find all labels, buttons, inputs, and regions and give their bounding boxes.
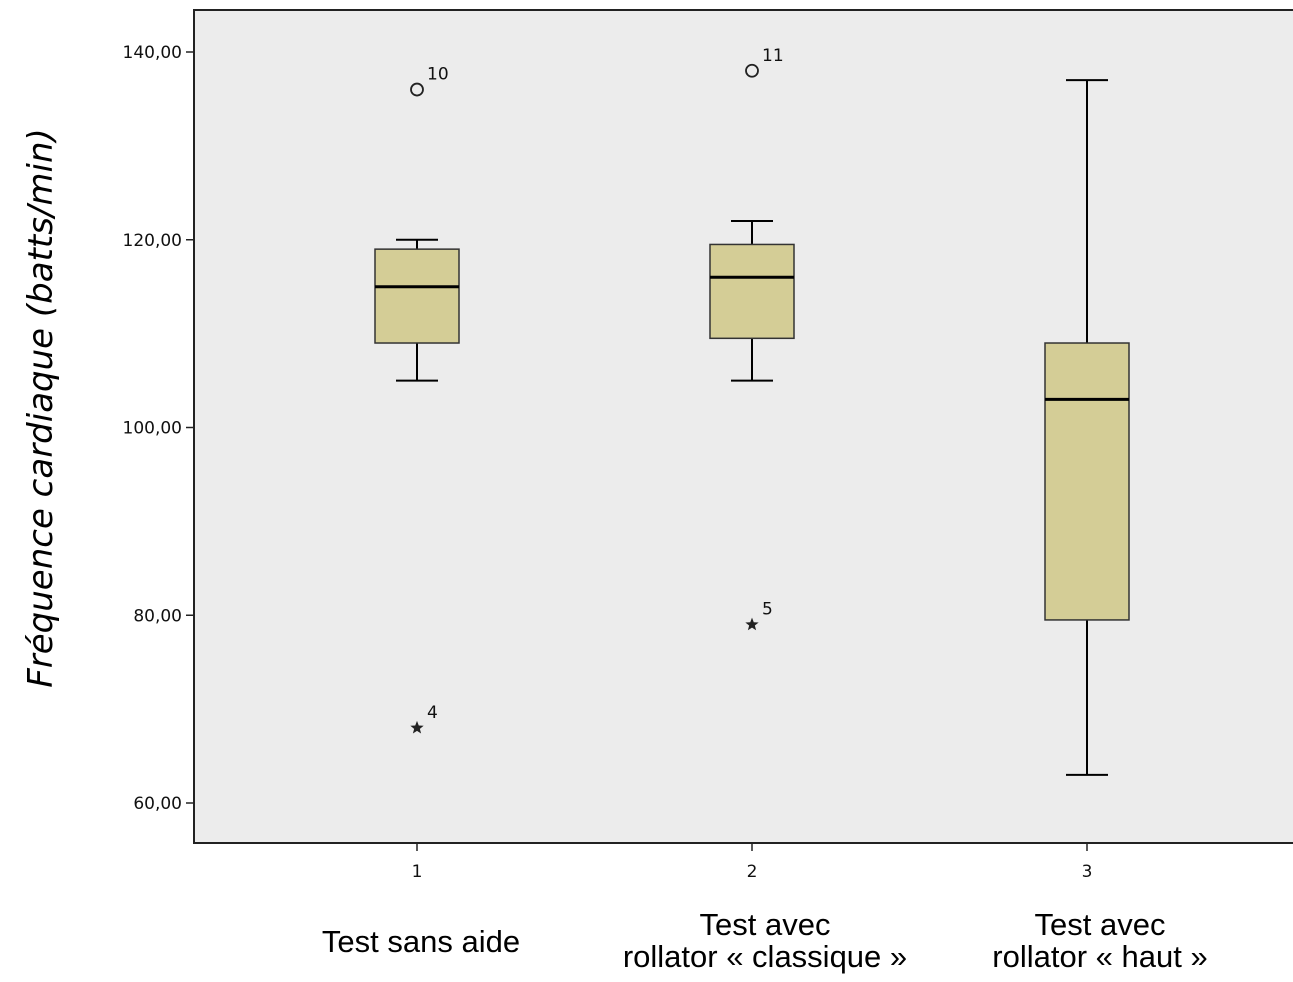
outlier-circle bbox=[410, 82, 424, 97]
category-label: rollator « classique » bbox=[623, 939, 907, 974]
box-group-3 bbox=[1044, 79, 1130, 776]
outlier-star bbox=[410, 720, 424, 734]
box-group-2 bbox=[709, 219, 795, 382]
outlier-label: 5 bbox=[762, 600, 773, 620]
box-group-1 bbox=[374, 238, 460, 382]
y-tick-label: 140,00 bbox=[123, 43, 182, 63]
outliers: 10 4 11 5 bbox=[410, 46, 784, 734]
y-axis: 60,00 80,00 100,00 120,00 140,00 bbox=[123, 43, 194, 814]
box bbox=[1044, 342, 1130, 621]
outlier-star bbox=[745, 617, 759, 631]
category-label: Test avec bbox=[1035, 907, 1166, 942]
y-tick-label: 100,00 bbox=[123, 419, 182, 439]
category-label: Test sans aide bbox=[322, 924, 520, 959]
y-axis-label: Fréquence cardiaque (batts/min) bbox=[21, 128, 61, 688]
category-label: Test avec bbox=[700, 907, 831, 942]
outlier-circle bbox=[745, 63, 759, 78]
y-tick-label: 120,00 bbox=[123, 231, 182, 251]
category-label: rollator « haut » bbox=[992, 939, 1207, 974]
box bbox=[709, 243, 795, 340]
boxes bbox=[374, 79, 1130, 776]
x-tick-label: 1 bbox=[412, 862, 423, 882]
x-tick-label: 3 bbox=[1082, 862, 1093, 882]
y-tick-label: 60,00 bbox=[133, 794, 182, 814]
outlier-label: 10 bbox=[427, 65, 449, 85]
box bbox=[374, 248, 460, 344]
x-tick-label: 2 bbox=[747, 862, 758, 882]
y-tick-label: 80,00 bbox=[133, 606, 182, 626]
outlier-label: 11 bbox=[762, 46, 784, 66]
outlier-label: 4 bbox=[427, 703, 438, 723]
